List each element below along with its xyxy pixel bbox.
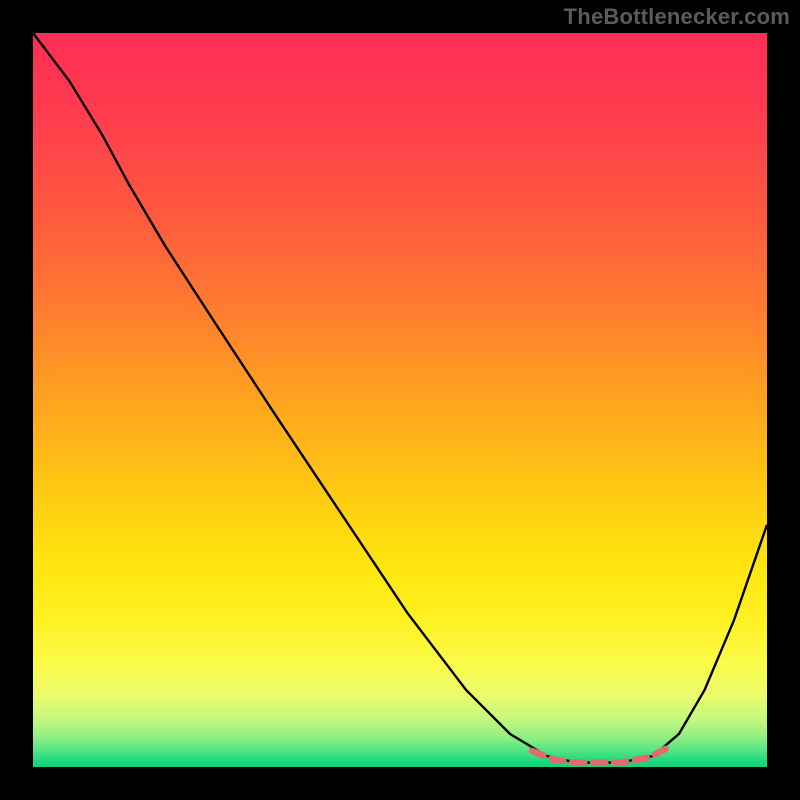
bottleneck-chart: [0, 0, 800, 800]
stage: TheBottlenecker.com: [0, 0, 800, 800]
watermark-text: TheBottlenecker.com: [564, 4, 790, 30]
plot-background: [33, 33, 767, 767]
